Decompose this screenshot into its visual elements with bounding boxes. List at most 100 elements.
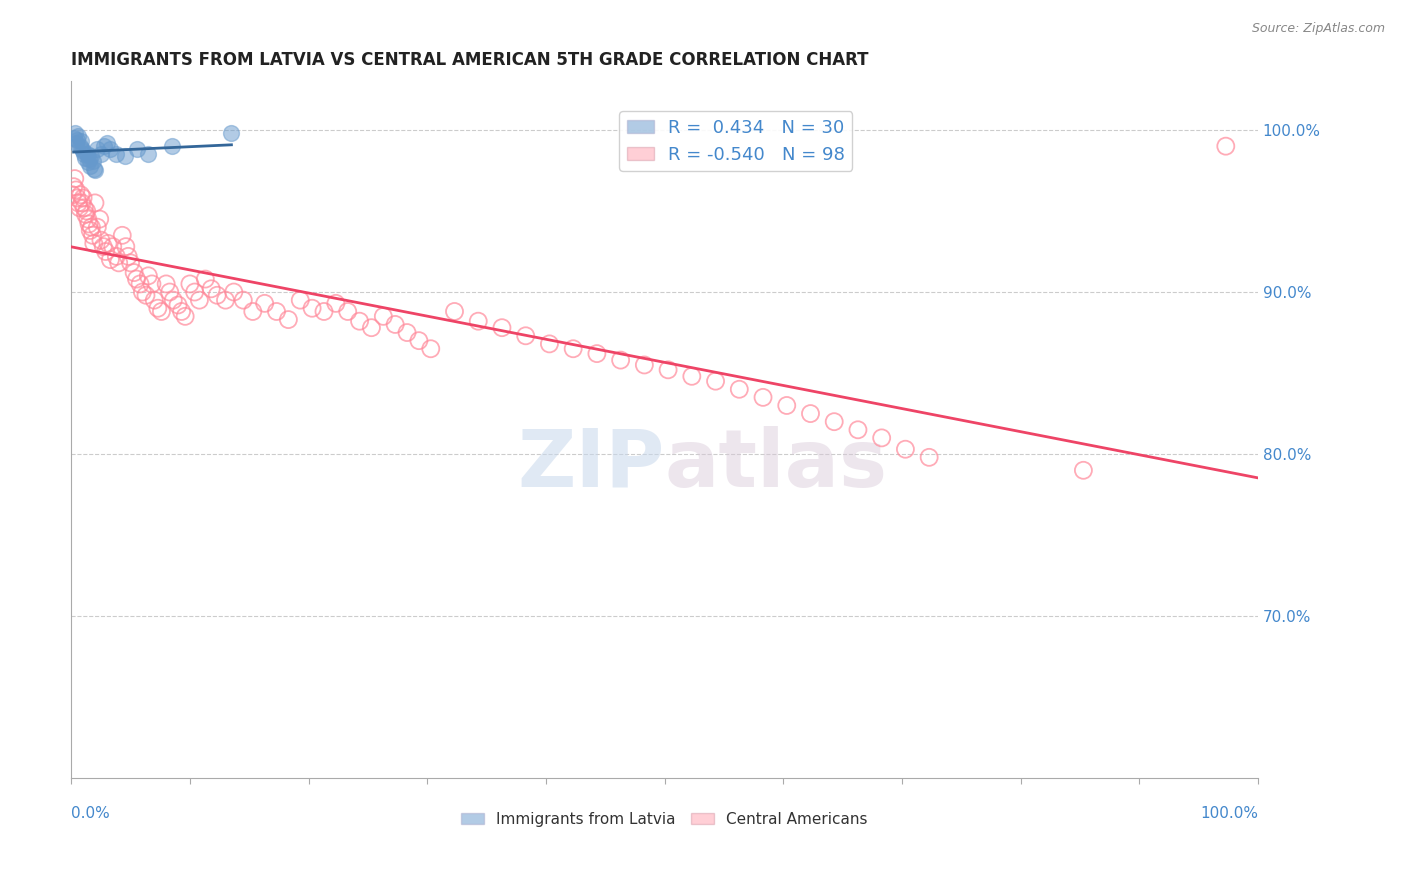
Point (214, 293, 236, 307)
Point (846, 423, 869, 437)
Point (120, 256, 142, 270)
Legend: Immigrants from Latvia, Central Americans: Immigrants from Latvia, Central American… (456, 806, 875, 833)
Point (373, 310, 395, 324)
Point (70, 143, 93, 157)
Point (72, 144, 94, 158)
Point (135, 288, 157, 302)
Point (67, 195, 90, 210)
Point (65, 183, 87, 197)
Point (728, 382, 751, 396)
Point (349, 314, 371, 328)
Point (188, 293, 211, 307)
Point (100, 252, 122, 267)
Point (141, 277, 163, 291)
Point (562, 342, 585, 356)
Point (97, 236, 120, 251)
Point (396, 326, 419, 340)
Point (384, 318, 406, 332)
Point (155, 277, 177, 291)
Point (83, 161, 105, 176)
Point (633, 358, 655, 372)
Point (76, 212, 98, 227)
Point (114, 149, 136, 163)
Text: Source: ZipAtlas.com: Source: ZipAtlas.com (1251, 22, 1385, 36)
Point (752, 390, 775, 404)
Point (657, 363, 679, 377)
Text: atlas: atlas (665, 425, 887, 504)
Point (83, 236, 105, 251)
Point (467, 314, 489, 328)
Point (101, 240, 124, 254)
Point (918, 450, 941, 465)
Point (122, 266, 145, 280)
Point (75, 151, 97, 165)
Point (823, 415, 845, 429)
Point (105, 249, 128, 263)
Point (776, 399, 799, 413)
Point (80, 149, 103, 163)
Point (170, 304, 193, 318)
Point (94, 244, 117, 259)
Point (129, 277, 152, 291)
Point (277, 312, 299, 326)
Text: ZIP: ZIP (517, 425, 665, 504)
Point (232, 293, 254, 307)
Point (266, 304, 288, 318)
Point (67, 129, 90, 144)
Point (62, 187, 84, 202)
Point (290, 293, 312, 307)
Point (491, 320, 513, 334)
Point (77, 217, 100, 231)
Point (200, 282, 222, 296)
Point (69, 187, 91, 202)
Point (336, 304, 359, 318)
Point (183, 285, 205, 299)
Text: 0.0%: 0.0% (72, 806, 110, 822)
Point (76, 147, 98, 161)
Point (86, 220, 108, 235)
Point (80, 220, 103, 235)
Point (76, 155, 98, 169)
Point (79, 223, 101, 237)
Point (443, 304, 465, 318)
Point (586, 346, 609, 360)
Point (194, 272, 217, 286)
Point (75, 207, 97, 221)
Point (82, 153, 104, 168)
Point (63, 171, 86, 186)
Point (301, 301, 323, 316)
Point (704, 374, 727, 388)
Point (325, 296, 347, 310)
Point (221, 126, 243, 140)
Point (167, 298, 190, 312)
Point (66, 133, 89, 147)
Point (150, 304, 173, 318)
Point (174, 310, 197, 324)
Point (360, 320, 382, 334)
Point (131, 285, 153, 299)
Point (66, 191, 89, 205)
Text: IMMIGRANTS FROM LATVIA VS CENTRAL AMERICAN 5TH GRADE CORRELATION CHART: IMMIGRANTS FROM LATVIA VS CENTRAL AMERIC… (72, 51, 869, 69)
Point (894, 442, 917, 457)
Point (159, 285, 181, 299)
Point (179, 277, 201, 291)
Point (515, 328, 537, 343)
Point (105, 147, 128, 161)
Point (162, 293, 184, 307)
Point (609, 353, 631, 368)
Point (69, 201, 91, 215)
Point (90, 233, 112, 247)
Point (69, 134, 91, 148)
Point (1073, 463, 1095, 477)
Point (681, 369, 703, 384)
Point (253, 296, 276, 310)
Point (84, 195, 107, 210)
Point (73, 147, 96, 161)
Point (799, 407, 821, 421)
Point (62, 131, 84, 145)
Point (69, 139, 91, 153)
Point (1215, 139, 1237, 153)
Point (408, 334, 430, 348)
Point (125, 143, 148, 157)
Point (143, 293, 166, 307)
